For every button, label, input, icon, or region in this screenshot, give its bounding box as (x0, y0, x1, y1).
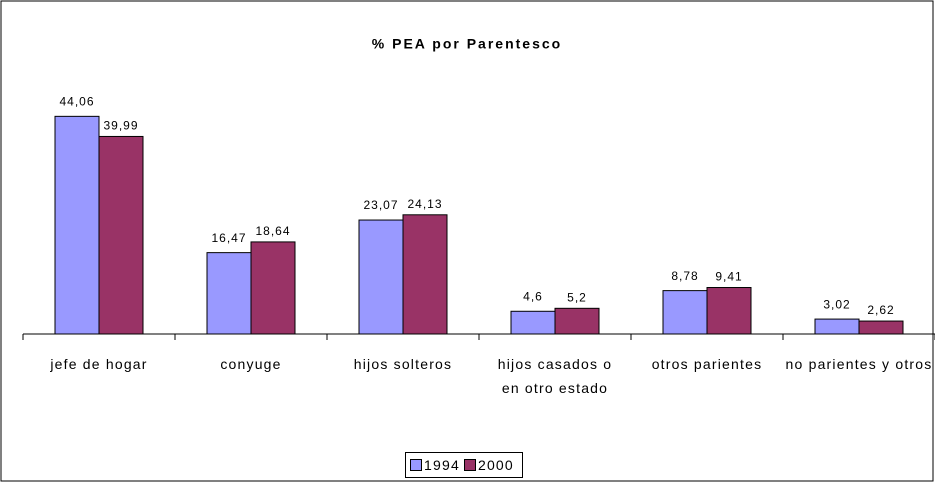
legend-item: 2000 (463, 457, 514, 473)
bar (54, 115, 100, 335)
legend-swatch (410, 459, 422, 471)
bar (402, 214, 448, 335)
x-tick-label: hijos casados o en otro estado (497, 356, 613, 396)
legend-label: 2000 (477, 457, 514, 473)
bar (98, 135, 144, 335)
value-label: 23,07 (363, 198, 398, 212)
value-label: 4,6 (523, 289, 543, 303)
x-tick-label: otros parientes (651, 356, 763, 372)
value-label: 5,2 (567, 290, 587, 304)
bar (706, 287, 752, 335)
value-label: 24,13 (407, 197, 442, 211)
bar (554, 307, 600, 335)
bar (814, 318, 860, 335)
x-tick-label: conyuge (220, 356, 282, 372)
chart-title: % PEA por Parentesco (372, 36, 562, 52)
x-tick-label: no parientes y otros (785, 356, 933, 372)
value-label: 3,02 (823, 297, 850, 311)
x-tick-label: hijos solteros (353, 356, 453, 372)
value-label: 39,99 (103, 119, 138, 133)
bar (858, 320, 904, 335)
legend-swatch (463, 459, 476, 471)
bar (206, 252, 252, 335)
bar (510, 310, 556, 335)
bar (662, 290, 708, 335)
value-label: 9,41 (715, 270, 742, 284)
x-tick-label: jefe de hogar (50, 356, 148, 372)
bar (250, 241, 296, 335)
legend: 1994 2000 (405, 452, 523, 478)
bar (358, 219, 404, 335)
value-label: 18,64 (255, 224, 290, 238)
value-label: 2,62 (867, 303, 894, 317)
value-label: 16,47 (211, 231, 246, 245)
value-label: 8,78 (671, 269, 698, 283)
legend-item: 1994 (410, 457, 460, 473)
legend-label: 1994 (424, 457, 460, 473)
value-label: 44,06 (59, 95, 94, 109)
